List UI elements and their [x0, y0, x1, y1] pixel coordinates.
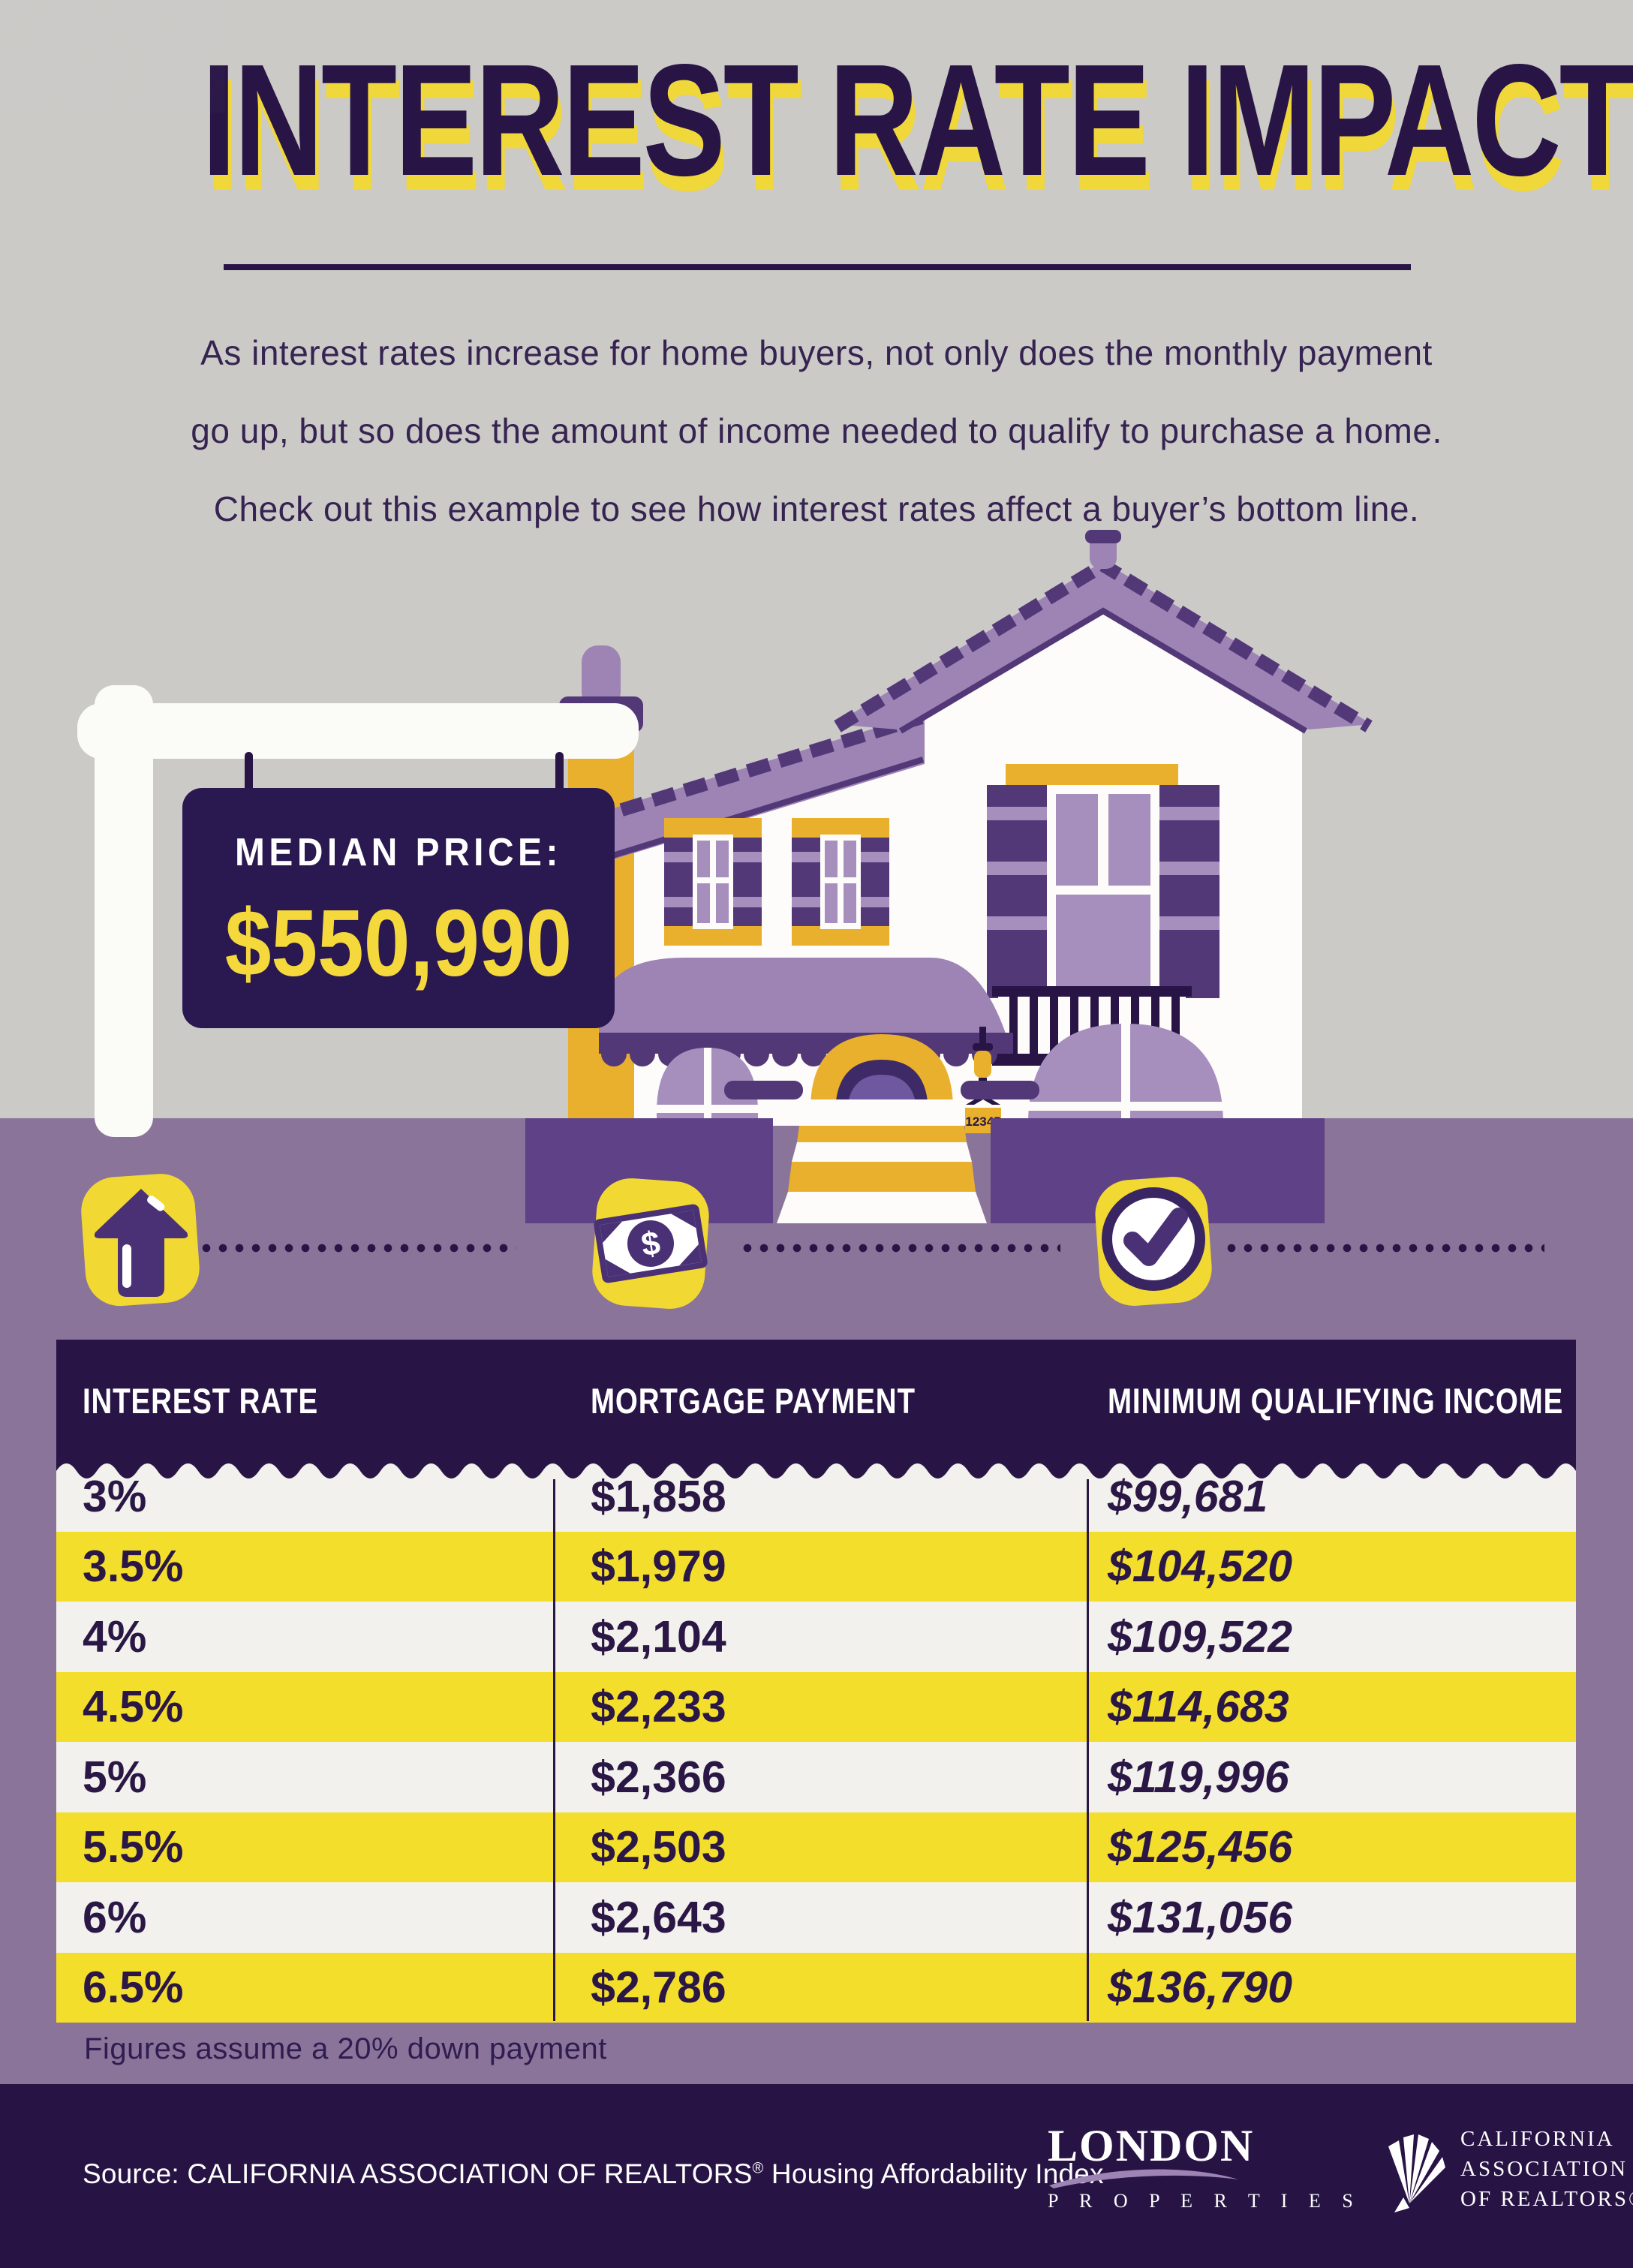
- small-window-left: [664, 818, 762, 946]
- gable-roof: [834, 530, 1373, 734]
- page-title-wrap: INTEREST RATE IMPACT: [0, 31, 1633, 209]
- car-logo-line-3: OF REALTORS®: [1460, 2187, 1633, 2211]
- rate-cell: 4.5%: [83, 1682, 184, 1732]
- title-divider: [224, 264, 1411, 270]
- rate-cell: 6.5%: [83, 1963, 184, 2013]
- sign-post: [77, 685, 639, 1137]
- london-logo-swoosh: [1049, 2169, 1238, 2188]
- gable-window: [987, 764, 1219, 998]
- intro-line-2: go up, but so does the amount of income …: [191, 411, 1442, 450]
- payment-cell: $2,233: [591, 1682, 726, 1732]
- payment-cell: $2,643: [591, 1892, 726, 1942]
- table-footnote: Figures assume a 20% down payment: [84, 2032, 607, 2065]
- source-text-suffix: Housing Affordability Index: [763, 2158, 1104, 2189]
- table-row: 5.5% $2,503 $125,456: [56, 1812, 1576, 1882]
- dollar-bill-icon: $: [592, 1178, 709, 1309]
- income-cell: $114,683: [1107, 1682, 1289, 1732]
- registered-mark: ®: [752, 2160, 764, 2177]
- dotted-connector-2: [739, 1243, 1060, 1253]
- car-logo-line-2: ASSOCIATION: [1460, 2157, 1628, 2181]
- rate-cell: 5.5%: [83, 1822, 184, 1872]
- arched-window: [1028, 1024, 1223, 1127]
- page-title: INTEREST RATE IMPACT: [201, 31, 1633, 209]
- intro-line-3: Check out this example to see how intere…: [213, 489, 1420, 528]
- small-window-right: [792, 818, 889, 946]
- car-logo-mark: [1388, 2134, 1445, 2212]
- table-row: 3.5% $1,979 $104,520: [56, 1531, 1576, 1602]
- table-row: 6.5% $2,786 $136,790: [56, 1952, 1576, 2023]
- table-header-row: INTEREST RATE MORTGAGE PAYMENT MINIMUM Q…: [56, 1340, 1576, 1461]
- dotted-connector-1: [198, 1243, 516, 1253]
- london-logo-subtitle: P R O P E R T I E S: [1048, 2190, 1361, 2212]
- header-wave-edge: [56, 1461, 1576, 1481]
- source-text: Source: CALIFORNIA ASSOCIATION OF REALTO…: [83, 2158, 753, 2189]
- table-row: 4.5% $2,233 $114,683: [56, 1671, 1576, 1742]
- income-cell: $109,522: [1107, 1611, 1293, 1662]
- car-logo-text: CALIFORNIA ASSOCIATION OF REALTORS®: [1460, 2124, 1633, 2214]
- intro-line-1: As interest rates increase for home buye…: [200, 333, 1433, 372]
- rate-impact-table: INTEREST RATE MORTGAGE PAYMENT MINIMUM Q…: [56, 1340, 1576, 2023]
- rate-cell: 3.5%: [83, 1542, 184, 1592]
- source-credit: Source: CALIFORNIA ASSOCIATION OF REALTO…: [83, 2158, 1104, 2190]
- sign-hanger-rod-right: [555, 752, 564, 796]
- checkmark-icon: [1095, 1177, 1212, 1306]
- car-logo-line-1: CALIFORNIA: [1460, 2127, 1615, 2151]
- table-body: 3% $1,858 $99,681 3.5% $1,979 $104,520 4…: [56, 1461, 1576, 2023]
- payment-cell: $2,104: [591, 1611, 726, 1662]
- payment-cell: $2,786: [591, 1963, 726, 2013]
- footer-band: [0, 2084, 1633, 2268]
- porch-window: [657, 1048, 758, 1126]
- income-cell: $104,520: [1107, 1542, 1293, 1592]
- income-cell: $136,790: [1107, 1963, 1293, 2013]
- porch-awning: [599, 958, 1013, 1066]
- payment-cell: $2,503: [591, 1822, 726, 1872]
- column-divider-1: [553, 1479, 556, 2021]
- front-steps: [724, 1081, 1039, 1223]
- income-cell: $131,056: [1107, 1892, 1293, 1942]
- rate-cell: 6%: [83, 1892, 147, 1942]
- column-divider-2: [1086, 1479, 1089, 2021]
- payment-cell: $1,979: [591, 1542, 726, 1592]
- house-up-arrow-icon: [81, 1174, 200, 1307]
- intro-paragraph: As interest rates increase for home buye…: [0, 314, 1633, 548]
- payment-cell: $2,366: [591, 1752, 726, 1802]
- column-header-mortgage-payment: MORTGAGE PAYMENT: [591, 1380, 916, 1421]
- column-header-min-qualifying-income: MINIMUM QUALIFYING INCOME: [1107, 1380, 1564, 1421]
- london-properties-logo: LONDON P R O P E R T I E S: [1048, 2121, 1361, 2212]
- income-cell: $119,996: [1107, 1752, 1289, 1802]
- median-price-sign: MEDIAN PRICE: $550,990: [182, 788, 615, 1028]
- car-logo: CALIFORNIA ASSOCIATION OF REALTORS®: [1387, 2119, 1633, 2218]
- column-header-interest-rate: INTEREST RATE: [83, 1380, 318, 1421]
- table-row: 4% $2,104 $109,522: [56, 1602, 1576, 1672]
- income-cell: $125,456: [1107, 1822, 1293, 1872]
- london-logo-name: LONDON: [1048, 2121, 1255, 2170]
- rate-cell: 5%: [83, 1752, 147, 1802]
- sign-hanger-rod-left: [245, 752, 253, 796]
- table-row: 5% $2,366 $119,996: [56, 1742, 1576, 1812]
- dotted-connector-3: [1223, 1243, 1544, 1253]
- median-price-value: $550,990: [224, 890, 573, 996]
- table-row: 6% $2,643 $131,056: [56, 1882, 1576, 1953]
- rate-cell: 4%: [83, 1611, 147, 1662]
- median-price-label: MEDIAN PRICE:: [235, 831, 562, 874]
